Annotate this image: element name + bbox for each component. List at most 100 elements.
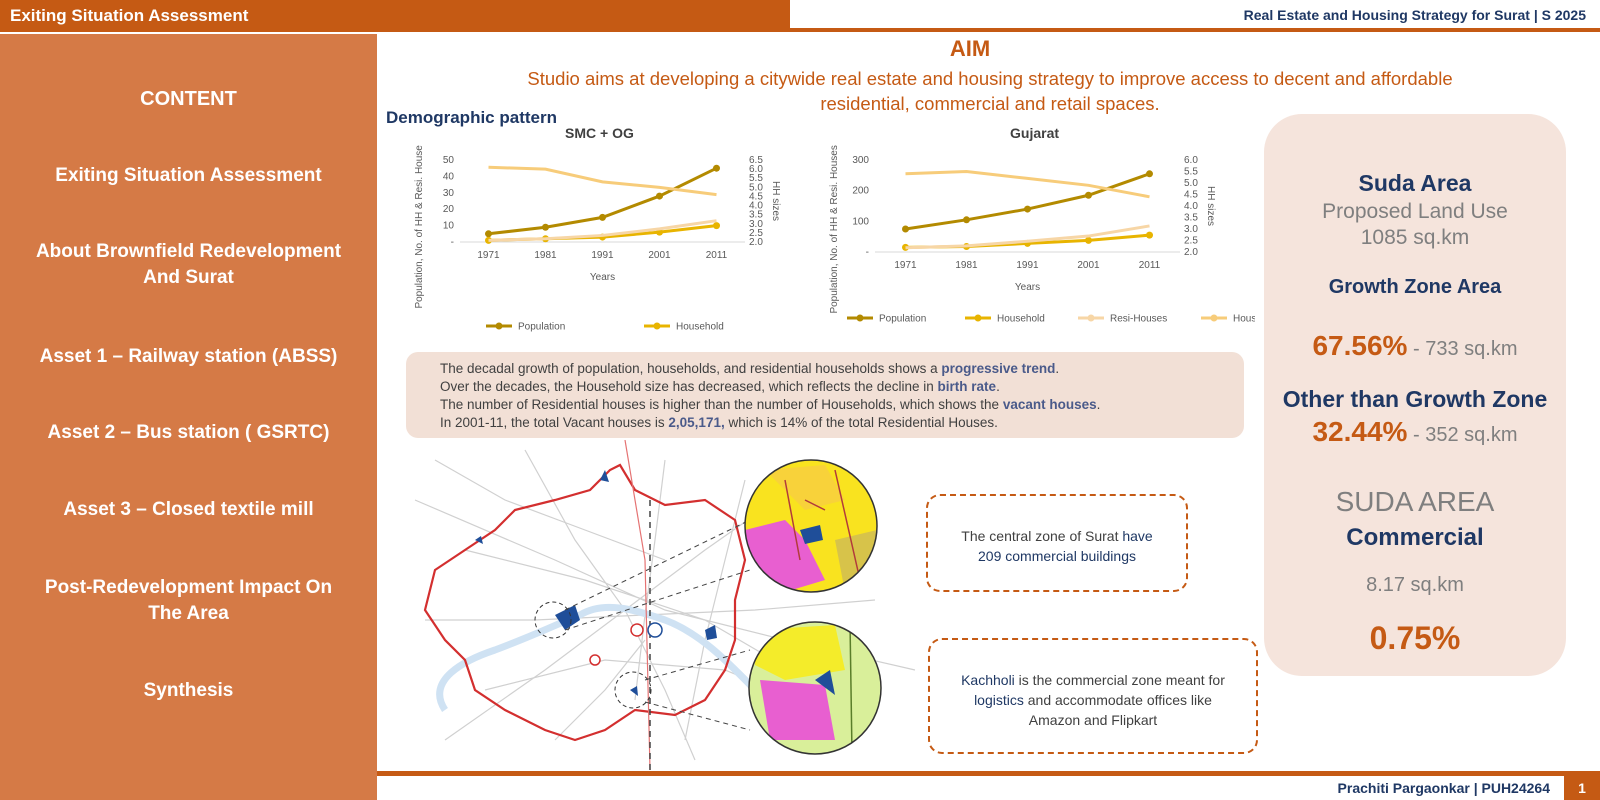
x-tick-label: 1981: [955, 260, 978, 271]
sidebar-item-asset-3[interactable]: Asset 3 – Closed textile mill: [0, 497, 377, 523]
sidebar-item-post-redevelopment[interactable]: Post-Redevelopment Impact On The Area: [0, 575, 377, 627]
y2-tick-label: 6.0: [1184, 155, 1198, 166]
x-tick-label: 1981: [534, 250, 557, 261]
y2-tick-label: 2.0: [1184, 247, 1198, 258]
legend-label: Resi-Houses: [1110, 314, 1167, 325]
y-tick-label: -: [451, 237, 454, 248]
info-box: [406, 352, 1244, 438]
leader-line-4: [644, 701, 751, 731]
sidebar-item-label: Post-Redevelopment Impact On: [44, 577, 333, 598]
data-point: [902, 225, 909, 233]
sidebar-item-label: Asset 1 – Railway station (ABSS): [39, 346, 338, 367]
sidebar-item-label-2: And Surat: [143, 267, 234, 288]
y2-tick-label: 5.0: [1184, 178, 1198, 189]
x-tick-label: 1971: [477, 250, 500, 261]
commercial-markers: [475, 470, 717, 696]
x-tick-label: 1991: [1016, 260, 1039, 271]
kachholi-inset: [748, 621, 882, 755]
y2-axis-label: HH sizes: [770, 181, 781, 221]
chart-2-title: Gujarat: [1010, 125, 1060, 141]
railway-station-icon: [630, 623, 644, 637]
data-point: [485, 230, 492, 238]
sidebar-item-synthesis[interactable]: Synthesis: [0, 678, 377, 704]
y2-tick-label: 4.5: [749, 191, 763, 202]
chart-1-title: SMC + OG: [565, 125, 634, 141]
info-line-3: The number of Residential houses is high…: [440, 397, 1101, 412]
data-point: [713, 222, 720, 230]
header-left-title: Exiting Situation Assessment: [0, 0, 790, 32]
commercial-title: Commercial: [1346, 524, 1484, 551]
y-tick-label: 30: [443, 188, 455, 199]
suda-title: Suda Area: [1358, 170, 1472, 196]
sidebar-item-label: Asset 2 – Bus station ( GSRTC): [47, 422, 330, 443]
header-divider: [790, 28, 1600, 32]
leader-line-3: [644, 649, 751, 681]
y2-tick-label: 6.0: [749, 164, 763, 175]
x-tick-label: 2011: [1139, 260, 1161, 271]
legend-marker: [653, 322, 661, 330]
commercial-area: 8.17 sq.km: [1366, 574, 1464, 596]
suda-area-caps: SUDA AREA: [1335, 486, 1495, 517]
smc-boundary: [423, 463, 747, 742]
sidebar-item-label-2: The Area: [148, 603, 229, 624]
legend-marker: [495, 322, 503, 330]
x-tick-label: 2001: [1077, 260, 1100, 271]
y2-tick-label: 3.5: [749, 210, 763, 221]
y-tick-label: 300: [852, 155, 869, 166]
data-point: [1085, 191, 1092, 199]
legend-marker: [1087, 314, 1095, 322]
other-zone-pct: 32.44%: [1312, 416, 1408, 447]
aim-text: Studio aims at developing a citywide rea…: [440, 66, 1540, 116]
y2-tick-label: 6.5: [749, 155, 763, 166]
kachholi-callout-line-3: Amazon and Flipkart: [1028, 712, 1158, 728]
x-axis-label: Years: [1015, 282, 1040, 293]
sidebar-item-asset-2[interactable]: Asset 2 – Bus station ( GSRTC): [0, 420, 377, 446]
data-point: [1085, 236, 1092, 244]
series-line: [905, 169, 1150, 199]
sidebar-item-brownfield[interactable]: About Brownfield Redevelopment And Surat: [0, 239, 377, 291]
sidebar-heading: CONTENT: [140, 88, 237, 110]
sidebar-item-label: Exiting Situation Assessment: [55, 165, 322, 186]
x-axis-label: Years: [590, 272, 615, 283]
header-right-title: Real Estate and Housing Strategy for Sur…: [1243, 7, 1586, 23]
y2-tick-label: 3.0: [749, 219, 763, 230]
y-axis-label: Population, No. of HH & Resi. Houses (in…: [829, 145, 840, 314]
sidebar-item-existing-situation[interactable]: Exiting Situation Assessment: [0, 163, 377, 189]
data-point: [1146, 170, 1153, 178]
y2-axis-label: HH sizes: [1205, 186, 1216, 226]
central-zone-callout: The central zone of Surat have 209 comme…: [926, 494, 1188, 592]
legend-label: Population: [879, 314, 926, 325]
central-zone-inset: [744, 459, 878, 593]
y2-tick-label: 3.0: [1184, 224, 1198, 235]
kachholi-callout: Kachholi is the commercial zone meant fo…: [928, 638, 1258, 754]
sidebar-item-label: Asset 3 – Closed textile mill: [63, 499, 314, 520]
growth-zone-title: Growth Zone Area: [1328, 276, 1502, 298]
info-line-1: The decadal growth of population, househ…: [440, 361, 1060, 376]
chart-smc-og: - 10 20 30 40 50 2.02.53.03.54.04.55.05.56.06.…: [414, 145, 781, 333]
data-point: [963, 216, 970, 224]
data-point: [1146, 231, 1153, 239]
y-tick-label: -: [866, 247, 869, 258]
legend-label: Household: [676, 322, 724, 333]
leader-line-2: [564, 569, 751, 631]
aim-line-2: residential, commercial and retail space…: [820, 93, 1160, 114]
y-axis-label: Population, No. of HH & Resi. Houses (in…: [414, 145, 425, 309]
x-tick-label: 1971: [894, 260, 917, 271]
sidebar: [0, 34, 377, 800]
y2-tick-label: 2.5: [1184, 236, 1198, 247]
footer-divider: [377, 771, 1600, 776]
legend-label: Population: [518, 322, 565, 333]
y2-tick-label: 2.5: [749, 228, 763, 239]
data-point: [599, 213, 606, 221]
series-line: [905, 224, 1150, 250]
y2-tick-label: 2.0: [749, 237, 763, 248]
info-line-2: Over the decades, the Household size has…: [440, 379, 1000, 394]
page-number: 1: [1564, 776, 1600, 800]
other-zone-area: - 352 sq.km: [1407, 424, 1518, 446]
series-line: [488, 166, 718, 236]
data-point: [542, 223, 549, 231]
y2-tick-label: 5.5: [1184, 167, 1198, 178]
sidebar-item-asset-1[interactable]: Asset 1 – Railway station (ABSS): [0, 344, 377, 370]
leader-line-1: [564, 519, 751, 611]
legend-marker: [1210, 314, 1218, 322]
